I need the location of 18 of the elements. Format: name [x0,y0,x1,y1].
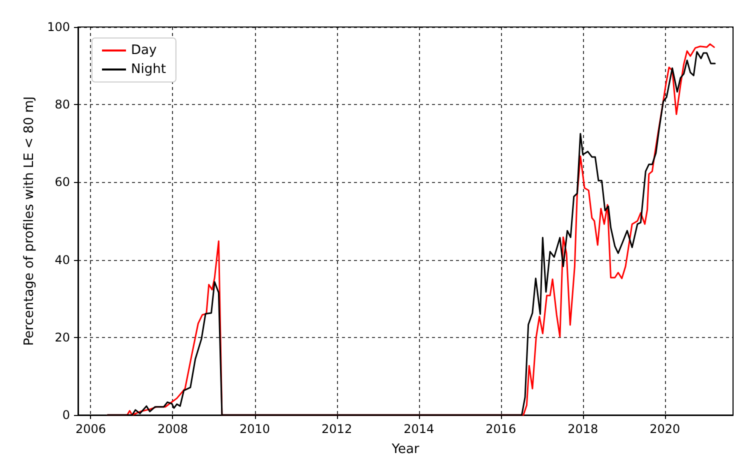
y-axis-title: Percentage of profiles with LE < 80 mJ [22,96,38,346]
y-tick-label: 0 [62,408,70,422]
y-tick-label: 80 [54,98,70,112]
x-tick-label: 2008 [157,422,188,436]
legend-label: Night [131,62,166,77]
x-tick-label: 2010 [240,422,270,436]
x-tick-label: 2014 [404,422,434,436]
x-tick-label: 2020 [650,422,680,436]
y-tick-label: 20 [54,330,70,344]
y-tick-label: 40 [54,252,70,267]
x-axis-title: Year [390,442,420,457]
x-tick-label: 2012 [322,422,352,436]
y-tick-label: 60 [54,175,70,190]
x-tick-label: 2006 [75,422,106,436]
x-tick-label: 2018 [568,422,598,436]
x-tick-label: 2016 [486,422,516,436]
legend-label: Day [131,43,157,58]
y-tick-label: 100 [47,20,70,34]
